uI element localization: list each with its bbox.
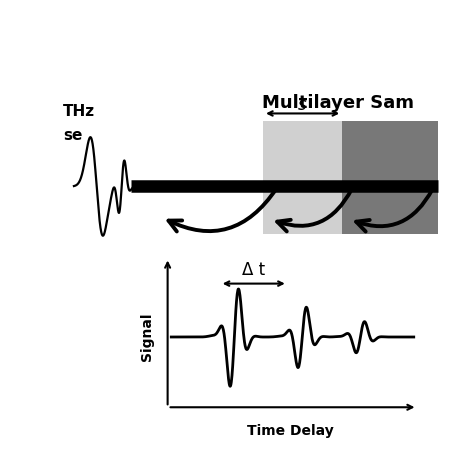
FancyArrowPatch shape [356,189,433,231]
FancyArrowPatch shape [168,189,276,231]
Text: Multilayer Sam: Multilayer Sam [263,93,414,111]
Text: Time Delay: Time Delay [247,424,334,438]
FancyArrowPatch shape [277,189,352,231]
Text: Signal: Signal [140,313,155,361]
Bar [342,121,438,234]
Text: se: se [63,128,82,143]
Bar [263,121,342,234]
Text: s: s [298,96,307,114]
Text: Δ t: Δ t [242,261,265,279]
Text: THz: THz [63,104,95,119]
